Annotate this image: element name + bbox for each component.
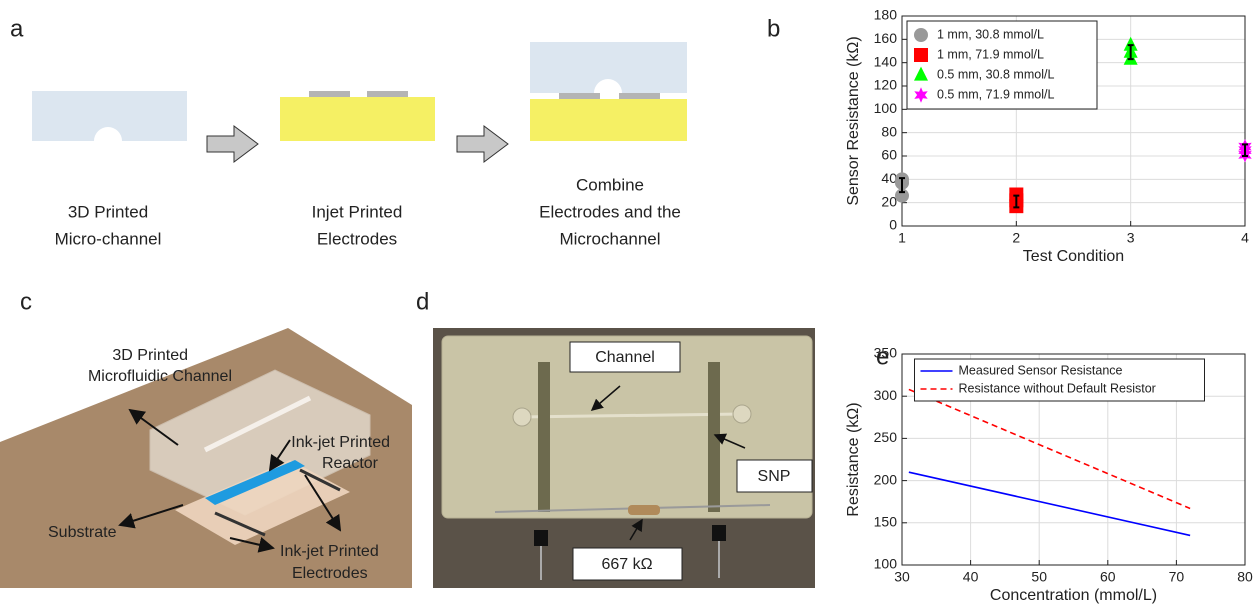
y-tick-label: 20 — [881, 193, 897, 209]
electrode — [559, 93, 600, 99]
y-tick-label: 80 — [881, 123, 897, 139]
y-tick-label: 40 — [881, 170, 897, 186]
x-tick-label: 70 — [1169, 569, 1185, 585]
pin-header — [712, 525, 726, 541]
y-tick-label: 160 — [874, 30, 898, 46]
y-tick-label: 120 — [874, 77, 898, 93]
substrate — [530, 99, 687, 141]
x-tick-label: 2 — [1012, 230, 1020, 246]
legend-label: Resistance without Default Resistor — [959, 381, 1156, 395]
step-label: Electrodes and the — [539, 202, 681, 221]
channel-block — [32, 91, 187, 141]
panel-label: b — [767, 15, 780, 42]
legend-marker — [914, 48, 928, 62]
port — [513, 408, 531, 426]
x-tick-label: 60 — [1100, 569, 1116, 585]
x-tick-label: 3 — [1127, 230, 1135, 246]
panel-label: a — [10, 15, 24, 42]
legend-label: Measured Sensor Resistance — [959, 363, 1123, 377]
step-label: Injet Printed — [312, 202, 403, 221]
channel-block — [530, 42, 687, 93]
x-tick-label: 80 — [1237, 569, 1253, 585]
electrode — [538, 362, 550, 512]
step-label: Combine — [576, 175, 644, 194]
callout: Substrate — [48, 524, 117, 541]
callout: Electrodes — [292, 565, 368, 582]
process-arrow — [457, 126, 508, 162]
callout: 667 kΩ — [601, 556, 652, 573]
x-tick-label: 1 — [898, 230, 906, 246]
y-tick-label: 150 — [874, 514, 898, 530]
y-tick-label: 60 — [881, 147, 897, 163]
pin-header — [534, 530, 548, 546]
y-tick-label: 0 — [889, 217, 897, 233]
electrode — [309, 91, 350, 97]
callout: Microfluidic Channel — [88, 368, 232, 385]
legend-marker — [914, 28, 928, 42]
legend-label: 1 mm, 30.8 mmol/L — [937, 27, 1044, 41]
callout: 3D Printed — [112, 347, 188, 364]
electrode — [367, 91, 408, 97]
x-tick-label: 30 — [894, 569, 910, 585]
legend-label: 1 mm, 71.9 mmol/L — [937, 47, 1044, 61]
substrate — [280, 97, 435, 141]
legend-label: 0.5 mm, 71.9 mmol/L — [937, 87, 1054, 101]
callout: SNP — [758, 468, 791, 485]
y-tick-label: 300 — [874, 387, 898, 403]
x-axis-label: Concentration (mmol/L) — [990, 587, 1157, 604]
callout: Ink-jet Printed — [291, 434, 390, 451]
figure: a 3D Printed Micro-channel Injet Printed… — [0, 0, 1260, 612]
y-tick-label: 180 — [874, 7, 898, 23]
callout: Ink-jet Printed — [280, 543, 379, 560]
port — [733, 405, 751, 423]
step-label: Electrodes — [317, 229, 397, 248]
y-axis-label: Sensor Resistance (kΩ) — [845, 36, 862, 205]
step-label: 3D Printed — [68, 202, 148, 221]
panel-label: d — [416, 288, 429, 315]
y-tick-label: 140 — [874, 53, 898, 69]
x-tick-label: 4 — [1241, 230, 1249, 246]
charts: 0 20 40 60 80 100 120 140 160 180 1 2 3 4 Test Conditi… — [845, 7, 1253, 605]
process-arrow — [207, 126, 258, 162]
step-label: Micro-channel — [55, 229, 162, 248]
x-axis-label: Test Condition — [1023, 248, 1124, 265]
y-tick-label: 250 — [874, 429, 898, 445]
panel-label: c — [20, 288, 32, 315]
x-tick-label: 40 — [963, 569, 979, 585]
x-tick-label: 50 — [1031, 569, 1047, 585]
legend-label: 0.5 mm, 30.8 mmol/L — [937, 67, 1054, 81]
electrode — [619, 93, 660, 99]
callout: Channel — [595, 349, 655, 366]
y-axis-label: Resistance (kΩ) — [845, 402, 862, 516]
resistor — [628, 505, 660, 515]
y-tick-label: 350 — [874, 345, 898, 361]
y-tick-label: 100 — [874, 100, 898, 116]
callout: Reactor — [322, 455, 379, 472]
y-tick-label: 200 — [874, 471, 898, 487]
step-label: Microchannel — [559, 229, 660, 248]
